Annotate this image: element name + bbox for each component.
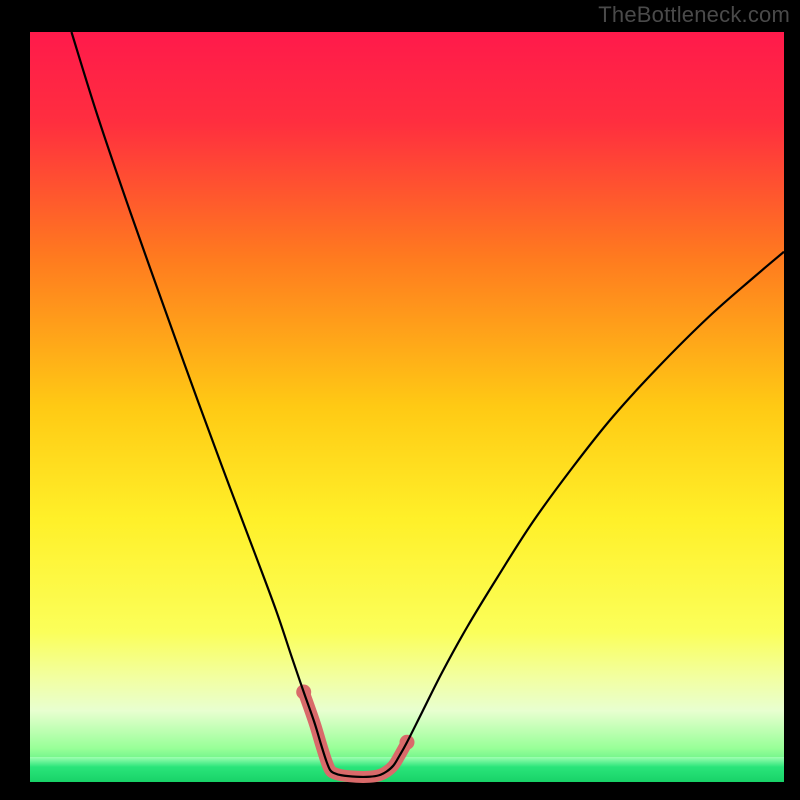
optimal-zone-bar [30,757,784,782]
chart-container: TheBottleneck.com [0,0,800,800]
bottleneck-chart [0,0,800,800]
attribution-text: TheBottleneck.com [598,2,790,28]
chart-background [30,32,784,782]
